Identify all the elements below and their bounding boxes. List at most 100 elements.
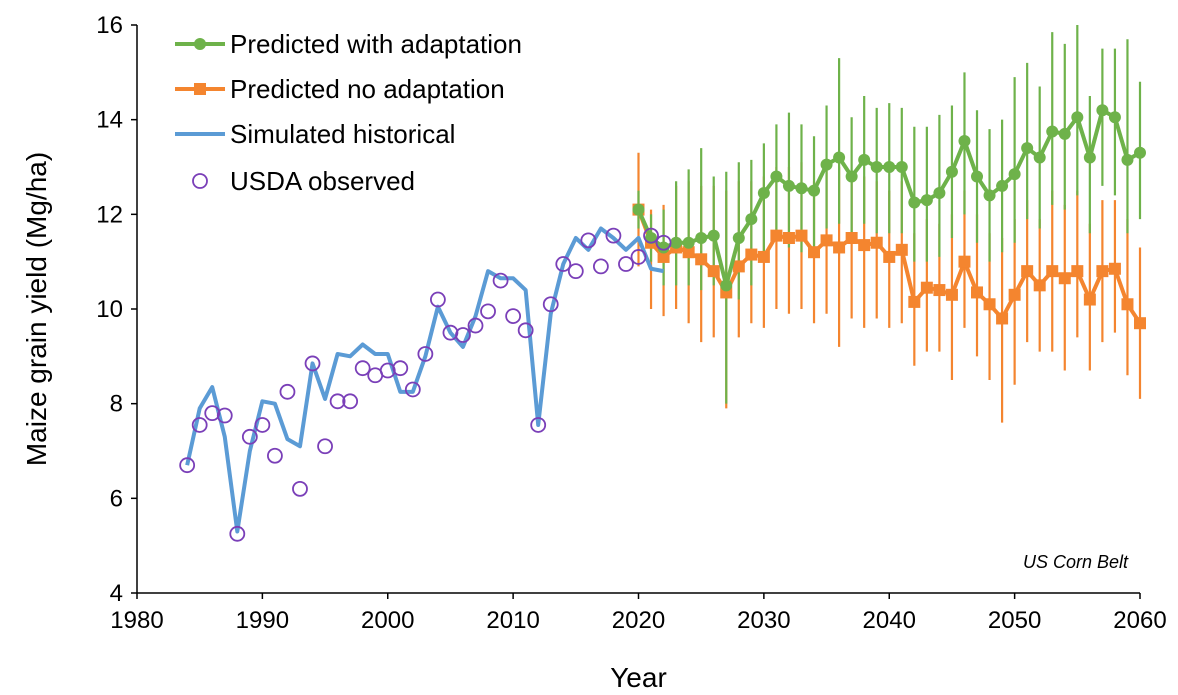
point-with-adaptation xyxy=(908,196,921,209)
point-observed xyxy=(630,249,647,265)
point-with-adaptation xyxy=(695,232,708,244)
point-no-adaptation xyxy=(1058,272,1071,285)
point-no-adaptation xyxy=(1096,265,1109,278)
point-no-adaptation xyxy=(757,250,770,263)
point-with-adaptation xyxy=(1108,111,1121,124)
x-tick-label: 2040 xyxy=(863,607,916,634)
point-no-adaptation xyxy=(945,288,958,301)
point-no-adaptation xyxy=(883,250,896,263)
x-tick-label: 2050 xyxy=(988,607,1041,634)
point-with-adaptation xyxy=(920,194,933,207)
point-no-adaptation xyxy=(1071,265,1084,278)
point-observed xyxy=(191,417,208,433)
point-no-adaptation xyxy=(1033,279,1046,292)
point-with-adaptation xyxy=(782,179,795,192)
point-no-adaptation xyxy=(1021,265,1034,278)
point-with-adaptation xyxy=(945,165,958,178)
markers-with-adaptation xyxy=(632,104,1146,292)
legend-label-no-adaptation: Predicted no adaptation xyxy=(230,74,505,104)
point-no-adaptation xyxy=(1134,317,1146,330)
x-axis-ticks: 1980 1990 2000 2010 2020 2030 2040 2050 2060 xyxy=(110,593,1167,634)
point-with-adaptation xyxy=(657,241,670,254)
point-with-adaptation xyxy=(1071,111,1084,124)
point-observed xyxy=(592,258,609,275)
point-observed xyxy=(455,327,471,343)
point-observed xyxy=(480,303,496,320)
legend: Predicted with adaptation Predicted no a… xyxy=(175,29,522,196)
point-observed xyxy=(354,360,371,377)
point-observed xyxy=(317,438,333,455)
y-tick-label: 4 xyxy=(110,580,123,607)
point-no-adaptation xyxy=(920,281,933,294)
point-no-adaptation xyxy=(732,260,745,273)
y-tick-label: 12 xyxy=(96,201,123,228)
y-tick-label: 8 xyxy=(110,391,123,418)
legend-item-observed: USDA observed xyxy=(192,166,415,196)
y-tick-label: 14 xyxy=(96,107,123,134)
point-with-adaptation xyxy=(682,236,695,249)
point-no-adaptation xyxy=(908,295,921,308)
point-observed xyxy=(204,405,221,422)
point-no-adaptation xyxy=(820,234,833,247)
point-no-adaptation xyxy=(933,284,946,297)
legend-label-observed: USDA observed xyxy=(230,166,415,196)
point-no-adaptation xyxy=(870,236,883,249)
point-with-adaptation xyxy=(933,187,946,200)
point-observed xyxy=(429,291,446,308)
region-annotation: US Corn Belt xyxy=(1023,552,1129,572)
point-observed xyxy=(279,383,296,400)
y-axis-ticks: 4 6 8 10 12 14 16 xyxy=(96,12,137,607)
x-tick-label: 2060 xyxy=(1113,607,1166,634)
point-observed xyxy=(254,417,271,433)
point-with-adaptation xyxy=(1021,142,1034,155)
point-with-adaptation xyxy=(895,161,908,173)
point-observed xyxy=(492,272,509,289)
point-no-adaptation xyxy=(983,298,996,311)
point-no-adaptation xyxy=(1008,288,1021,301)
point-observed xyxy=(442,324,459,341)
point-observed xyxy=(229,525,246,542)
point-observed xyxy=(292,480,308,497)
point-no-adaptation xyxy=(1121,298,1134,311)
markers-observed xyxy=(179,227,672,542)
point-observed xyxy=(542,296,559,313)
legend-label-with-adaptation: Predicted with adaptation xyxy=(230,29,522,59)
point-with-adaptation xyxy=(732,232,745,244)
point-no-adaptation xyxy=(695,253,708,266)
point-with-adaptation xyxy=(996,179,1009,192)
point-no-adaptation xyxy=(833,241,846,254)
point-no-adaptation xyxy=(845,232,858,244)
point-with-adaptation xyxy=(1096,104,1109,117)
x-tick-label: 1990 xyxy=(236,607,289,634)
y-tick-label: 6 xyxy=(110,485,123,512)
plot-area xyxy=(179,25,1146,542)
point-no-adaptation xyxy=(657,250,670,263)
point-with-adaptation xyxy=(958,134,971,147)
point-observed xyxy=(392,360,409,377)
point-observed xyxy=(417,346,434,362)
point-observed xyxy=(618,256,634,272)
point-no-adaptation xyxy=(858,239,871,252)
point-observed xyxy=(567,263,584,280)
point-with-adaptation xyxy=(795,182,808,195)
point-no-adaptation xyxy=(707,265,720,278)
point-with-adaptation xyxy=(983,189,996,202)
point-with-adaptation xyxy=(833,151,846,164)
point-observed xyxy=(241,428,258,445)
x-tick-label: 2010 xyxy=(486,607,539,634)
point-with-adaptation xyxy=(820,158,833,171)
legend-item-no-adaptation: Predicted no adaptation xyxy=(175,74,505,104)
point-no-adaptation xyxy=(795,229,808,242)
point-with-adaptation xyxy=(757,187,770,200)
point-observed xyxy=(304,355,321,372)
point-observed xyxy=(179,457,196,474)
point-with-adaptation xyxy=(1033,151,1046,164)
point-no-adaptation xyxy=(745,248,758,261)
point-with-adaptation xyxy=(745,213,758,226)
y-axis-title: Maize grain yield (Mg/ha) xyxy=(21,152,52,466)
point-with-adaptation xyxy=(770,170,783,183)
point-observed xyxy=(267,447,283,464)
legend-item-historical: Simulated historical xyxy=(175,119,455,149)
point-with-adaptation xyxy=(632,203,645,216)
